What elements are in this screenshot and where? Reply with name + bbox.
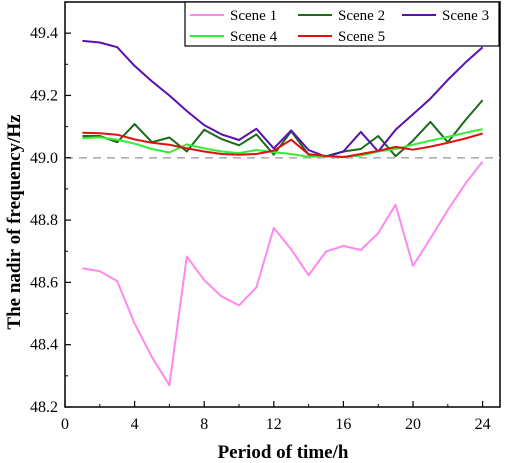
series-lines bbox=[82, 39, 484, 387]
x-tick-label: 4 bbox=[131, 416, 139, 433]
legend: Scene 1 Scene 2 Scene 3 Scene 4 Scene 5 bbox=[184, 1, 500, 47]
x-axis-title: Period of time/h bbox=[218, 442, 349, 463]
y-axis-ticks: 48.2 48.4 48.6 48.8 49.0 49.2 49.4 bbox=[30, 25, 71, 416]
y-axis-title: The nadir of frequency/Hz bbox=[4, 114, 25, 330]
y-tick-label: 48.8 bbox=[30, 212, 58, 229]
x-tick-label: 0 bbox=[61, 416, 69, 433]
series-line-scene-3 bbox=[82, 39, 484, 158]
y-tick-label: 48.4 bbox=[30, 337, 58, 354]
series-line-scene-5 bbox=[82, 131, 483, 159]
x-tick-label: 24 bbox=[475, 416, 491, 433]
series-line-scene-4 bbox=[82, 128, 483, 158]
y-tick-label: 48.6 bbox=[30, 274, 58, 291]
legend-label-scene-3: Scene 3 bbox=[442, 8, 489, 24]
legend-box bbox=[184, 1, 500, 47]
x-axis-ticks: 0 4 8 12 16 20 24 bbox=[61, 401, 491, 433]
x-tick-label: 16 bbox=[335, 416, 351, 433]
x-tick-label: 20 bbox=[405, 416, 421, 433]
legend-label-scene-1: Scene 1 bbox=[230, 8, 277, 24]
x-tick-label: 8 bbox=[200, 416, 208, 433]
plot-area bbox=[64, 1, 501, 408]
series-line-scene-2 bbox=[82, 99, 484, 158]
y-tick-label: 49.2 bbox=[30, 87, 58, 104]
legend-label-scene-4: Scene 4 bbox=[230, 29, 278, 45]
series-line-scene-1 bbox=[82, 160, 484, 387]
y-tick-label: 49.4 bbox=[30, 25, 58, 42]
x-tick-label: 12 bbox=[266, 416, 282, 433]
y-tick-label: 48.2 bbox=[30, 399, 58, 416]
legend-label-scene-5: Scene 5 bbox=[338, 29, 385, 45]
legend-label-scene-2: Scene 2 bbox=[338, 8, 385, 24]
y-tick-label: 49.0 bbox=[30, 150, 58, 167]
plot-frame bbox=[64, 1, 501, 408]
